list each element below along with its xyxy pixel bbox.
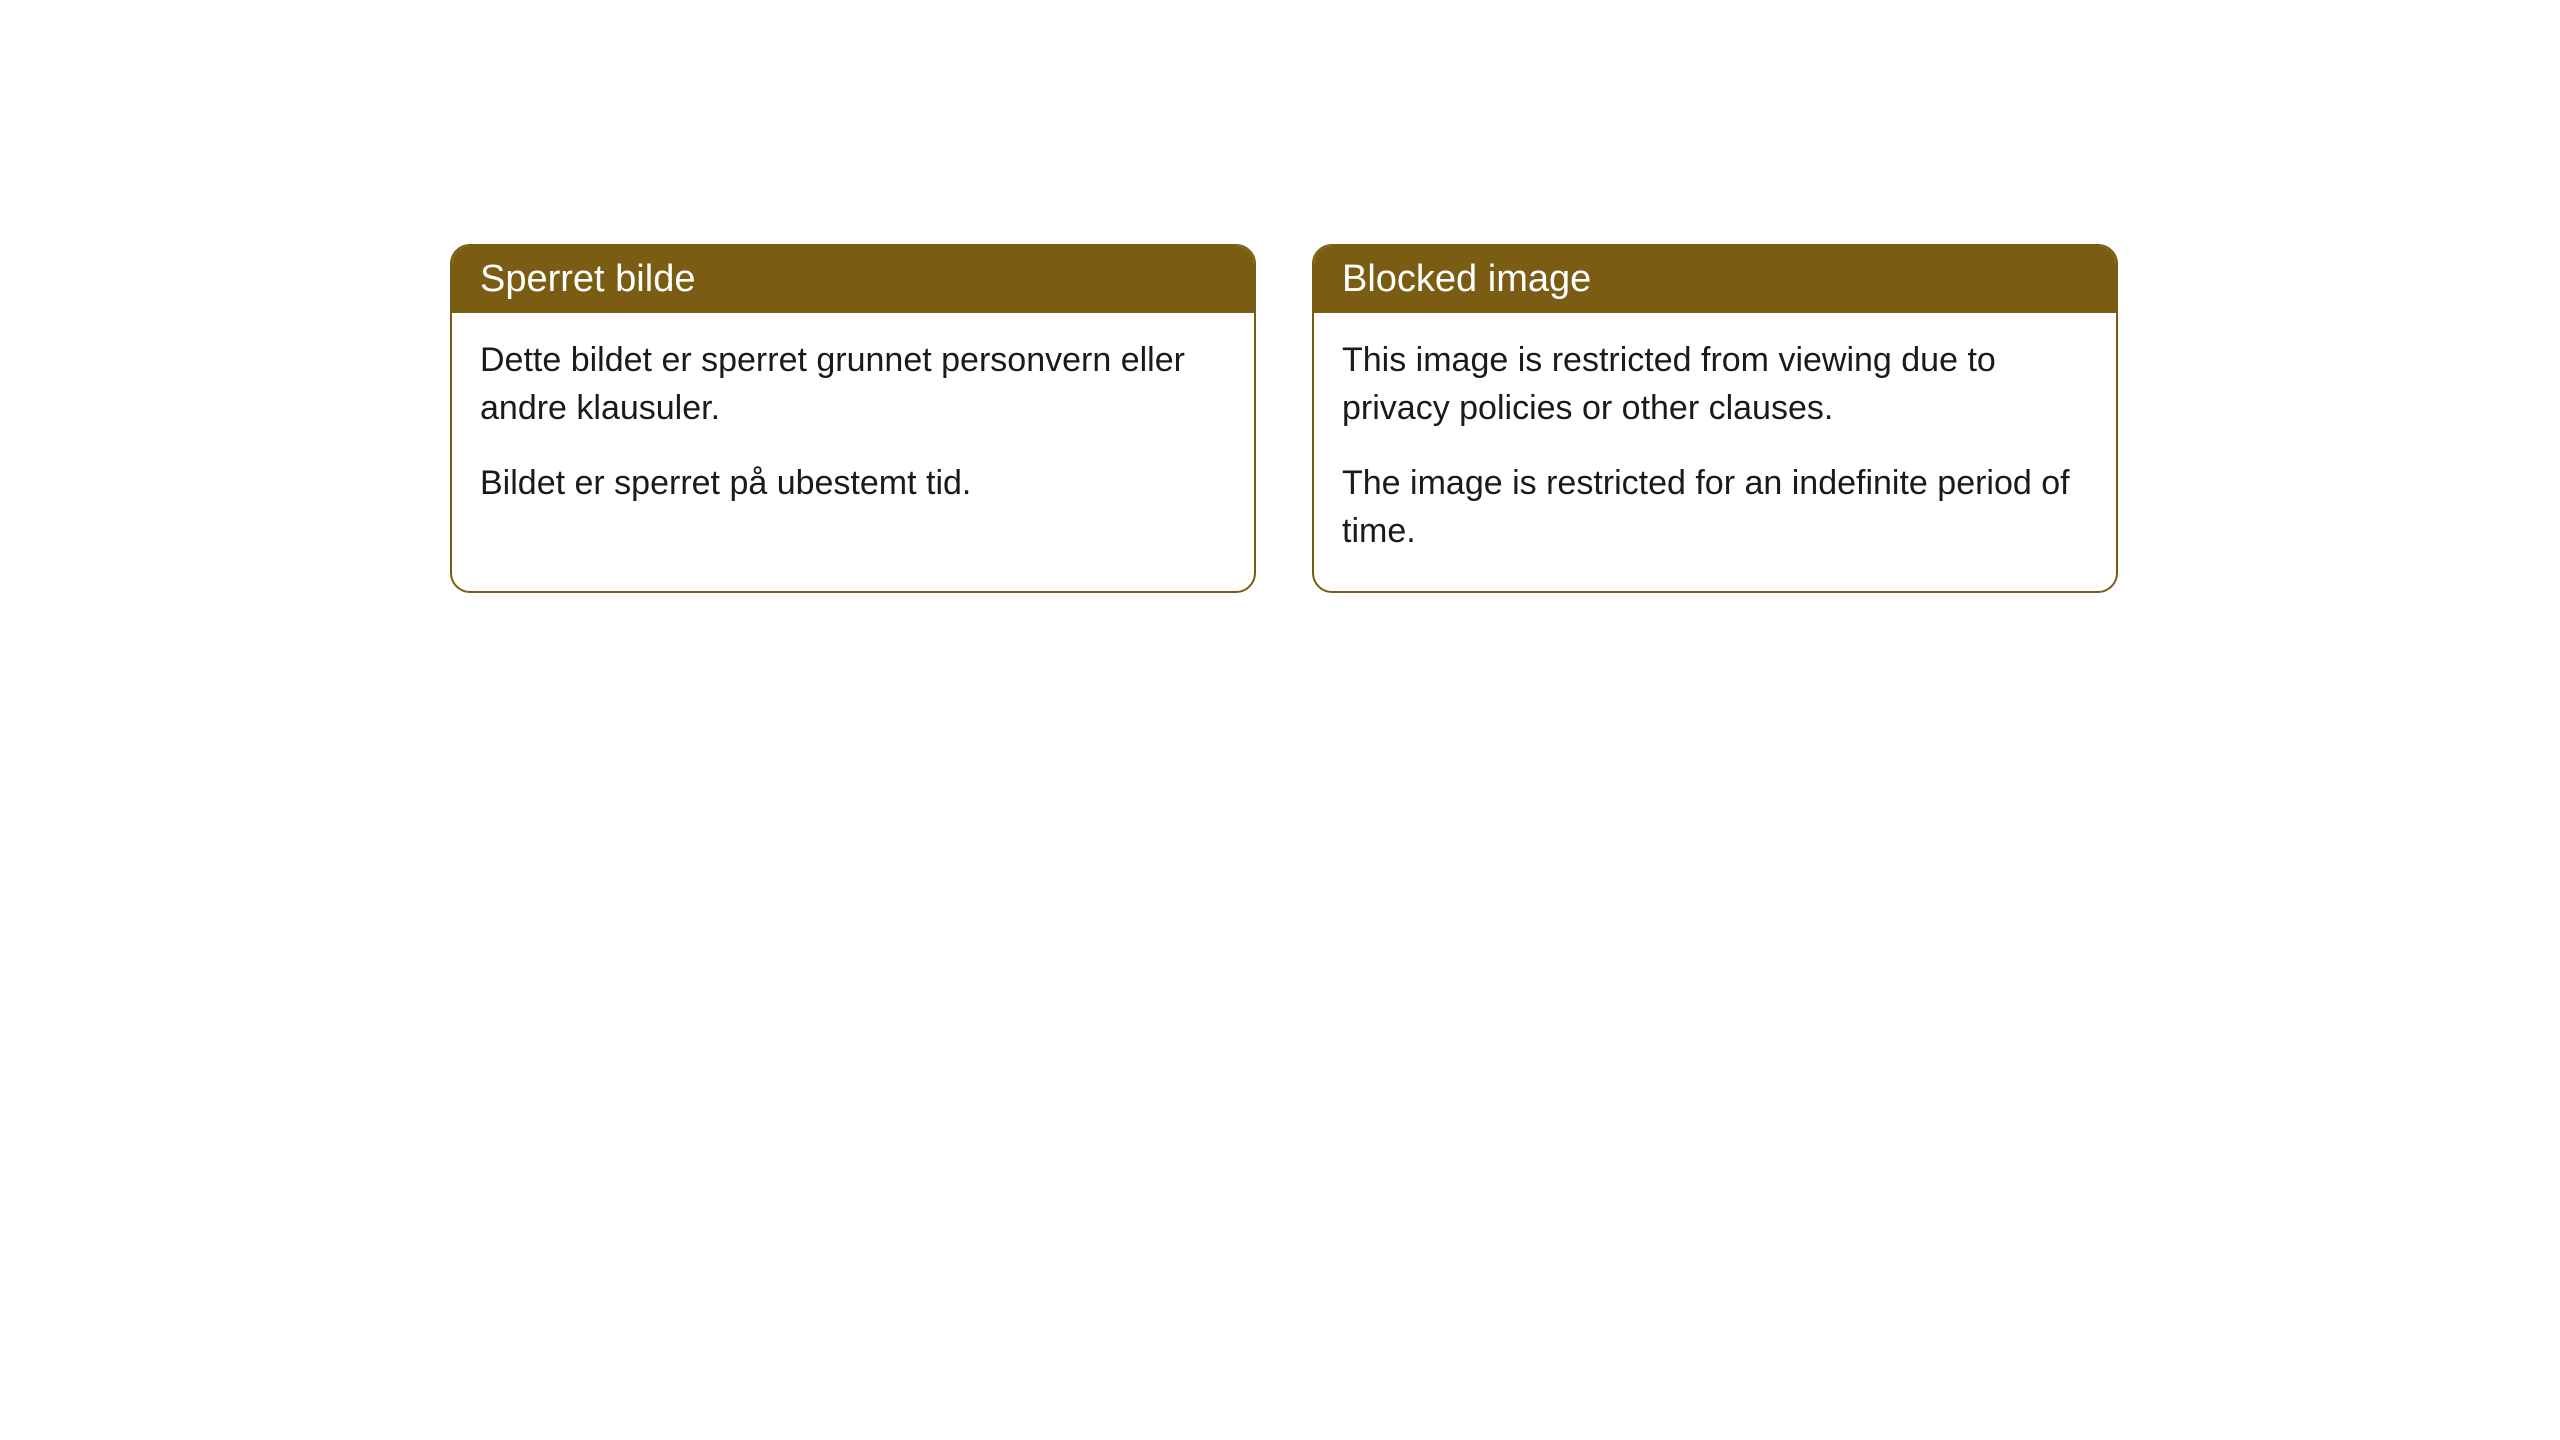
card-paragraph: The image is restricted for an indefinit… <box>1342 460 2088 555</box>
notice-container: Sperret bilde Dette bildet er sperret gr… <box>0 0 2560 593</box>
card-paragraph: Dette bildet er sperret grunnet personve… <box>480 337 1226 432</box>
notice-card-norwegian: Sperret bilde Dette bildet er sperret gr… <box>450 244 1256 593</box>
card-title: Blocked image <box>1342 258 1591 300</box>
card-body: This image is restricted from viewing du… <box>1314 313 2116 591</box>
card-body: Dette bildet er sperret grunnet personve… <box>452 313 1254 544</box>
notice-card-english: Blocked image This image is restricted f… <box>1312 244 2118 593</box>
card-paragraph: Bildet er sperret på ubestemt tid. <box>480 460 1226 508</box>
card-paragraph: This image is restricted from viewing du… <box>1342 337 2088 432</box>
card-header: Blocked image <box>1314 246 2116 313</box>
card-header: Sperret bilde <box>452 246 1254 313</box>
card-title: Sperret bilde <box>480 258 695 300</box>
